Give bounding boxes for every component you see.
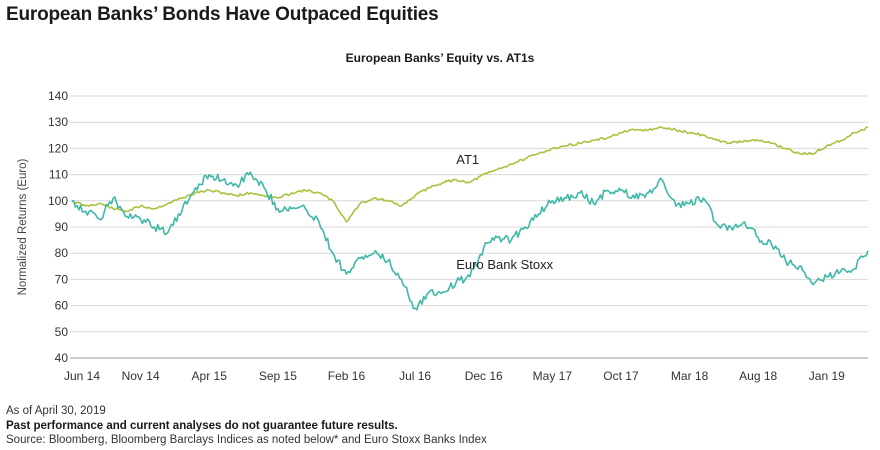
x-tick-label: Jan 19 bbox=[809, 369, 845, 383]
x-tick-label: Mar 18 bbox=[671, 369, 709, 383]
x-tick-label: May 17 bbox=[533, 369, 573, 383]
series-layer bbox=[71, 126, 869, 311]
series-label: AT1 bbox=[456, 152, 479, 167]
y-tick-label: 40 bbox=[55, 351, 69, 365]
chart-headline: European Banks’ Bonds Have Outpaced Equi… bbox=[6, 4, 439, 25]
y-tick-label: 80 bbox=[55, 246, 69, 260]
source-note: Source: Bloomberg, Bloomberg Barclays In… bbox=[6, 434, 487, 446]
x-tick-label: Nov 14 bbox=[122, 369, 160, 383]
chart-title: European Banks’ Equity vs. AT1s bbox=[345, 51, 535, 65]
series-line-at1 bbox=[71, 126, 869, 223]
y-tick-label: 50 bbox=[55, 325, 69, 339]
y-tick-label: 120 bbox=[48, 141, 68, 155]
series-label: Euro Bank Stoxx bbox=[456, 257, 553, 272]
disclaimer-note: Past performance and current analyses do… bbox=[6, 419, 398, 432]
x-tick-label: Dec 16 bbox=[465, 369, 503, 383]
x-axis: Jun 14 Nov 14 Apr 15 Sep 15 Feb 16 Jul 16 Dec … bbox=[64, 369, 845, 383]
y-tick-label: 70 bbox=[55, 272, 69, 286]
x-tick-label: Jun 14 bbox=[64, 369, 100, 383]
y-tick-label: 100 bbox=[48, 194, 68, 208]
series-line-euro-bank-stoxx bbox=[71, 171, 869, 311]
x-tick-label: Aug 18 bbox=[739, 369, 777, 383]
y-tick-label: 110 bbox=[49, 168, 68, 182]
series-labels: AT1 Euro Bank Stoxx bbox=[456, 152, 553, 272]
x-tick-label: Apr 15 bbox=[192, 369, 228, 383]
y-axis-title: Normalized Returns (Euro) bbox=[17, 158, 29, 295]
y-tick-label: 130 bbox=[48, 115, 68, 129]
x-tick-label: Oct 17 bbox=[603, 369, 639, 383]
x-tick-label: Jul 16 bbox=[399, 369, 431, 383]
grid-layer: 40 50 60 70 80 90 100 110 120 130 140 bbox=[48, 89, 868, 365]
footnotes: As of April 30, 2019 Past performance an… bbox=[6, 404, 487, 448]
x-tick-label: Feb 16 bbox=[328, 369, 366, 383]
y-tick-label: 90 bbox=[55, 220, 69, 234]
y-tick-label: 140 bbox=[48, 89, 68, 103]
x-tick-label: Sep 15 bbox=[259, 369, 297, 383]
y-tick-label: 60 bbox=[55, 299, 69, 313]
as-of-note: As of April 30, 2019 bbox=[6, 405, 106, 417]
line-chart: 40 50 60 70 80 90 100 110 120 130 140 Jun 14 Nov 14… bbox=[17, 89, 869, 383]
